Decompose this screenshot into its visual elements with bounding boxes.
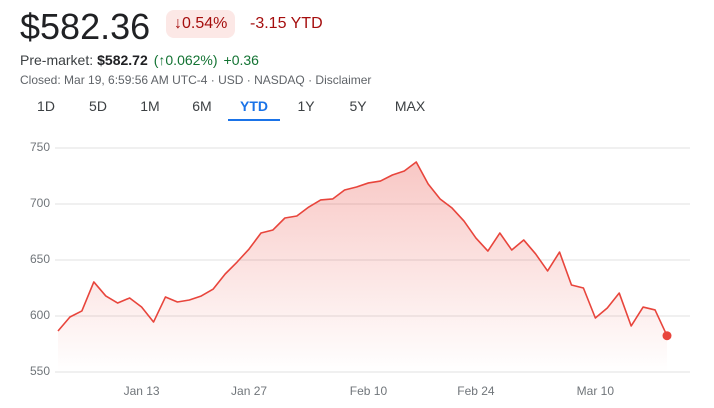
- premarket-label: Pre-market:: [20, 52, 94, 68]
- price-line: [57, 161, 668, 337]
- range-tab[interactable]: 1Y: [297, 98, 315, 114]
- range-tab[interactable]: 5D: [89, 98, 107, 114]
- x-tick-label: Feb 24: [457, 384, 495, 398]
- range-tab[interactable]: 1M: [140, 98, 160, 114]
- range-tab[interactable]: MAX: [394, 98, 426, 114]
- area: [58, 162, 667, 372]
- y-tick-label: 550: [30, 364, 50, 378]
- y-tick-label: 700: [30, 196, 50, 210]
- premarket-price: $582.72: [97, 52, 148, 68]
- ytd-change: -3.15 YTD: [250, 15, 323, 32]
- change-badge: ↓0.54%: [166, 10, 236, 38]
- premarket: Pre-market: $582.72 (↑0.062%) +0.36: [20, 52, 259, 68]
- x-tick-label: Jan 13: [124, 384, 160, 398]
- premarket-change: +0.36: [223, 52, 259, 68]
- range-tabs: 1D 5D 1M 6M YTD 1Y 5Y MAX: [20, 98, 436, 121]
- range-tab[interactable]: 1D: [37, 98, 55, 114]
- last-point: [662, 331, 672, 341]
- y-tick-label: 650: [30, 252, 50, 266]
- range-tab[interactable]: 6M: [192, 98, 212, 114]
- x-tick-label: Mar 10: [577, 384, 615, 398]
- range-tab[interactable]: YTD: [228, 98, 280, 121]
- range-tab[interactable]: 5Y: [349, 98, 367, 114]
- x-tick-label: Feb 10: [350, 384, 388, 398]
- premarket-pct: (↑0.062%): [153, 52, 218, 68]
- status: Closed: Mar 19, 6:59:56 AM UTC-4 · USD ·…: [20, 73, 372, 87]
- y-tick-label: 600: [30, 308, 50, 322]
- x-tick-label: Jan 27: [231, 384, 267, 398]
- price: $582.36: [20, 6, 151, 47]
- y-tick-label: 750: [30, 140, 50, 154]
